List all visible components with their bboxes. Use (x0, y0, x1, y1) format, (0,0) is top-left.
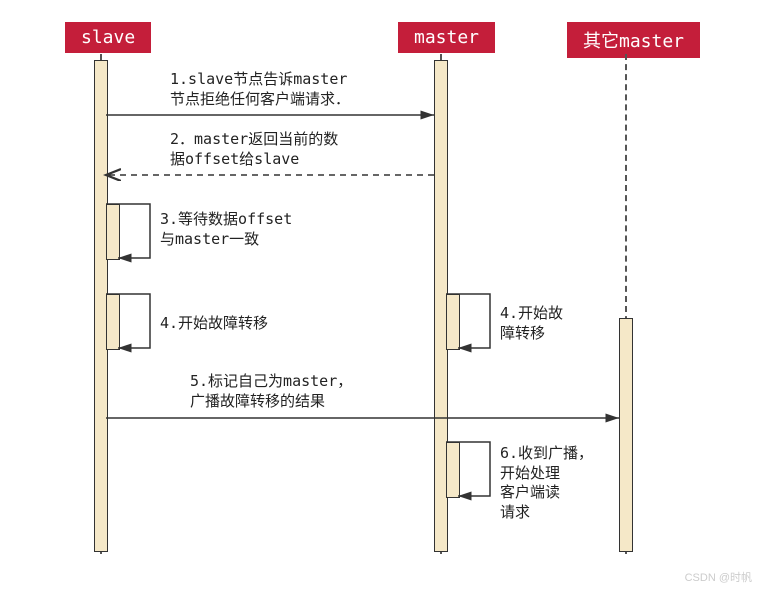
activation-master-m6 (446, 442, 460, 498)
label-m4b: 4.开始故 障转移 (500, 304, 563, 343)
label-m3-l1: 3.等待数据offset (160, 210, 292, 228)
label-m6-l3: 客户端读 (500, 483, 560, 501)
watermark: CSDN @时帆 (685, 569, 752, 585)
label-m4b-l1: 4.开始故 (500, 304, 563, 322)
label-m2: 2．master返回当前的数 据offset给slave (170, 130, 338, 169)
label-m1: 1.slave节点告诉master 节点拒绝任何客户端请求． (170, 70, 350, 109)
label-m6: 6.收到广播， 开始处理 客户端读 请求 (500, 444, 593, 522)
label-m2-l1: 2．master返回当前的数 (170, 130, 338, 148)
label-m4b-l2: 障转移 (500, 324, 545, 342)
label-m2-l2: 据offset给slave (170, 150, 299, 168)
activation-slave-m3 (106, 204, 120, 260)
participant-slave: slave (65, 22, 151, 53)
participant-other-master: 其它master (567, 22, 700, 58)
label-m5-l1: 5.标记自己为master， (190, 372, 352, 390)
label-m4a-l1: 4.开始故障转移 (160, 314, 268, 332)
label-m1-l1: 1.slave节点告诉master (170, 70, 347, 88)
participant-master: master (398, 22, 495, 53)
label-m5-l2: 广播故障转移的结果 (190, 392, 325, 410)
activation-master-m4 (446, 294, 460, 350)
label-m3-l2: 与master一致 (160, 230, 259, 248)
label-m1-l2: 节点拒绝任何客户端请求． (170, 90, 350, 108)
label-m6-l4: 请求 (500, 503, 530, 521)
label-m5: 5.标记自己为master， 广播故障转移的结果 (190, 372, 352, 411)
label-m3: 3.等待数据offset 与master一致 (160, 210, 292, 249)
activation-other-main (619, 318, 633, 552)
activation-slave-m4 (106, 294, 120, 350)
label-m6-l2: 开始处理 (500, 464, 560, 482)
label-m4a: 4.开始故障转移 (160, 314, 268, 334)
label-m6-l1: 6.收到广播， (500, 444, 593, 462)
